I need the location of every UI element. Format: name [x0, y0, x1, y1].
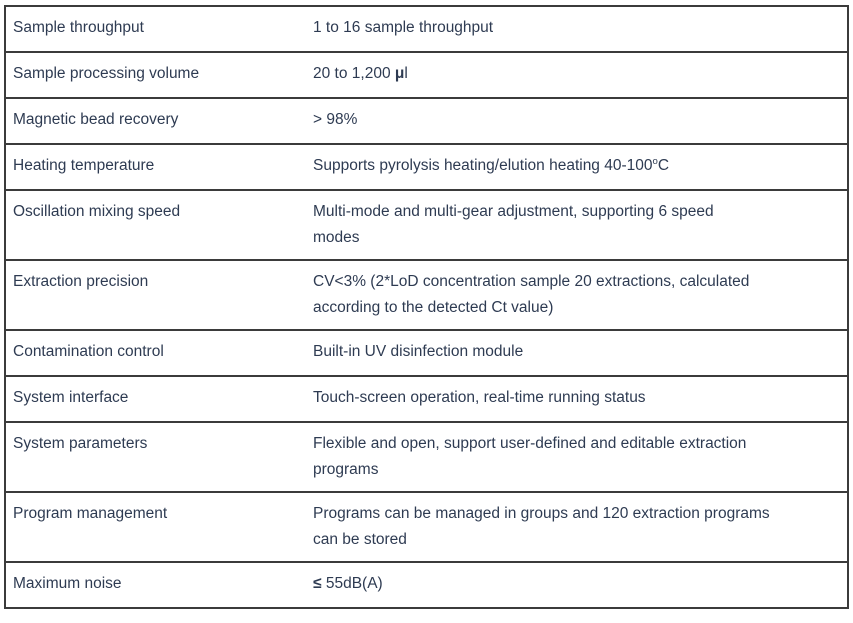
table-row: Contamination control Built-in UV disinfe… [5, 330, 848, 376]
table-row: System interface Touch-screen operation, … [5, 376, 848, 422]
table-row: System parameters Flexible and open, supp… [5, 422, 848, 492]
table-row: Maximum noise ≤ 55dB(A) [5, 562, 848, 608]
spec-value-text: μ [394, 65, 405, 82]
spec-value: 1 to 16 sample throughput [306, 6, 848, 52]
spec-value-text: C [657, 157, 670, 174]
spec-parameter-label: Sample throughput [13, 19, 144, 36]
table-row: Magnetic bead recovery > 98% [5, 98, 848, 144]
table-row: Sample processing volume 20 to 1,200 μl [5, 52, 848, 98]
spec-value: CV<3% (2*LoD concentration sample 20 ext… [306, 260, 848, 330]
spec-value-text: 1 to 16 sample throughput [313, 19, 494, 36]
spec-value: 20 to 1,200 μl [306, 52, 848, 98]
spec-parameter-label: System parameters [13, 435, 148, 452]
table-row: Sample throughput 1 to 16 sample throughp… [5, 6, 848, 52]
spec-value-text: Programs can be managed in groups and 12… [313, 505, 770, 522]
spec-parameter-label: Program management [13, 505, 168, 522]
spec-value-text: according to the detected Ct value) [313, 299, 554, 316]
spec-value-text: 55dB(A) [325, 575, 383, 592]
spec-value-text: can be stored [313, 531, 407, 548]
spec-parameter-label: Oscillation mixing speed [13, 203, 181, 220]
spec-value: Built-in UV disinfection module [306, 330, 848, 376]
table-row: Heating temperature Supports pyrolysis he… [5, 144, 848, 190]
spec-value-text: ≤ [313, 575, 326, 592]
table-row: Oscillation mixing speed Multi-mode and m… [5, 190, 848, 260]
spec-value-text: Flexible and open, support user-defined … [313, 435, 747, 452]
spec-value: Programs can be managed in groups and 12… [306, 492, 848, 562]
spec-value-text: Supports pyrolysis heating/elution heati… [313, 157, 653, 174]
spec-value: Flexible and open, support user-defined … [306, 422, 848, 492]
spec-parameter-label: Heating temperature [13, 157, 155, 174]
spec-parameter-label: System interface [13, 389, 129, 406]
spec-value: ≤ 55dB(A) [306, 562, 848, 608]
spec-table-body: Sample throughput 1 to 16 sample throughp… [5, 6, 848, 608]
spec-parameter-label: Contamination control [13, 343, 164, 360]
spec-value: Touch-screen operation, real-time runnin… [306, 376, 848, 422]
spec-parameter-label: Extraction precision [13, 273, 149, 290]
spec-value: Multi-mode and multi-gear adjustment, su… [306, 190, 848, 260]
spec-value-text: Touch-screen operation, real-time runnin… [313, 389, 646, 406]
spec-value-text: o [652, 155, 658, 167]
spec-value-text: Built-in UV disinfection module [313, 343, 524, 360]
table-row: Extraction precision CV<3% (2*LoD concent… [5, 260, 848, 330]
table-row: Program management Programs can be manage… [5, 492, 848, 562]
spec-value-text: Multi-mode and multi-gear adjustment, su… [313, 203, 714, 220]
spec-value-text: l [404, 65, 408, 82]
specification-table: Sample throughput 1 to 16 sample throughp… [4, 5, 849, 609]
spec-parameter-label: Magnetic bead recovery [13, 111, 179, 128]
spec-value-text: > 98% [313, 111, 358, 128]
spec-parameter-label: Maximum noise [13, 575, 122, 592]
spec-value: > 98% [306, 98, 848, 144]
spec-value-text: 20 to 1,200 [313, 65, 395, 82]
spec-value-text: CV<3% (2*LoD concentration sample 20 ext… [313, 273, 750, 290]
spec-value-text: programs [313, 461, 379, 478]
spec-parameter-label: Sample processing volume [13, 65, 200, 82]
spec-value-text: modes [313, 229, 360, 246]
spec-value: Supports pyrolysis heating/elution heati… [306, 144, 848, 190]
